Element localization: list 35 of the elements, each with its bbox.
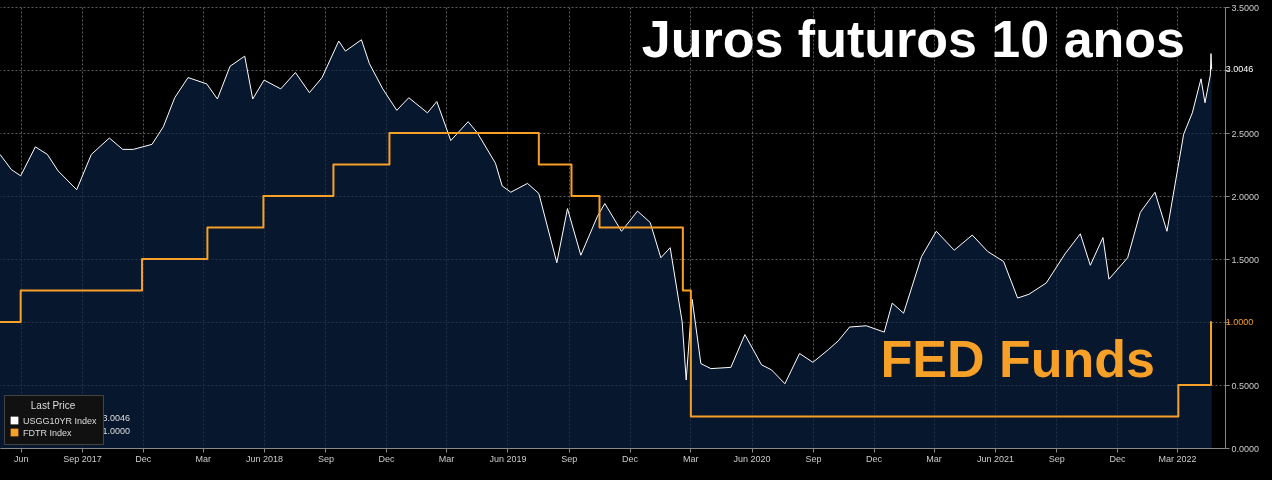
x-tick-label: Mar xyxy=(682,453,699,464)
x-tick-label: Sep 2017 xyxy=(63,453,102,464)
x-tick-label: Sep xyxy=(1048,453,1065,464)
y-tick-label: 0.0000 xyxy=(1231,443,1260,454)
legend-title: Last Price xyxy=(30,400,76,411)
x-tick-label: Jun 2021 xyxy=(976,453,1014,464)
y-tick-label: 0.5000 xyxy=(1231,380,1260,391)
y-tick-label: 3.5000 xyxy=(1231,2,1260,13)
x-tick-label: Mar xyxy=(926,453,942,464)
annotation: Juros futuros 10 anos xyxy=(641,10,1185,68)
x-tick-label: Dec xyxy=(1109,453,1126,464)
x-tick-label: Jun 2018 xyxy=(246,453,284,464)
x-tick-label: Dec xyxy=(622,453,639,464)
y-tick-label: 2.0000 xyxy=(1231,191,1260,202)
data-label: 3.0046 xyxy=(1225,64,1254,75)
x-tick-label: Sep xyxy=(805,453,822,464)
x-tick-label: Dec xyxy=(135,453,152,464)
y-tick-label: 2.5000 xyxy=(1231,128,1260,139)
legend-label: USGG10YR Index xyxy=(23,415,98,426)
x-tick-label: Jun 2020 xyxy=(733,453,771,464)
x-tick-label: Mar 2022 xyxy=(1158,453,1197,464)
legend-label: FDTR Index xyxy=(23,427,73,438)
x-tick-label: Jun 2019 xyxy=(489,453,527,464)
data-label: 1.0000 xyxy=(1225,317,1254,327)
x-tick-label: Sep xyxy=(561,453,578,464)
text: 1.0000 xyxy=(102,425,130,436)
text: 3.0046 xyxy=(102,413,130,423)
x-tick-label: Sep xyxy=(317,453,334,464)
x-tick-label: Mar xyxy=(438,453,455,464)
annotation: FED Funds xyxy=(880,330,1155,388)
x-tick-label: Dec xyxy=(378,453,396,464)
x-tick-label: Mar xyxy=(195,453,211,464)
x-tick-label: Jun xyxy=(13,453,29,464)
y-tick-label: 1.5000 xyxy=(1231,254,1260,265)
x-tick-label: Dec xyxy=(866,453,883,464)
